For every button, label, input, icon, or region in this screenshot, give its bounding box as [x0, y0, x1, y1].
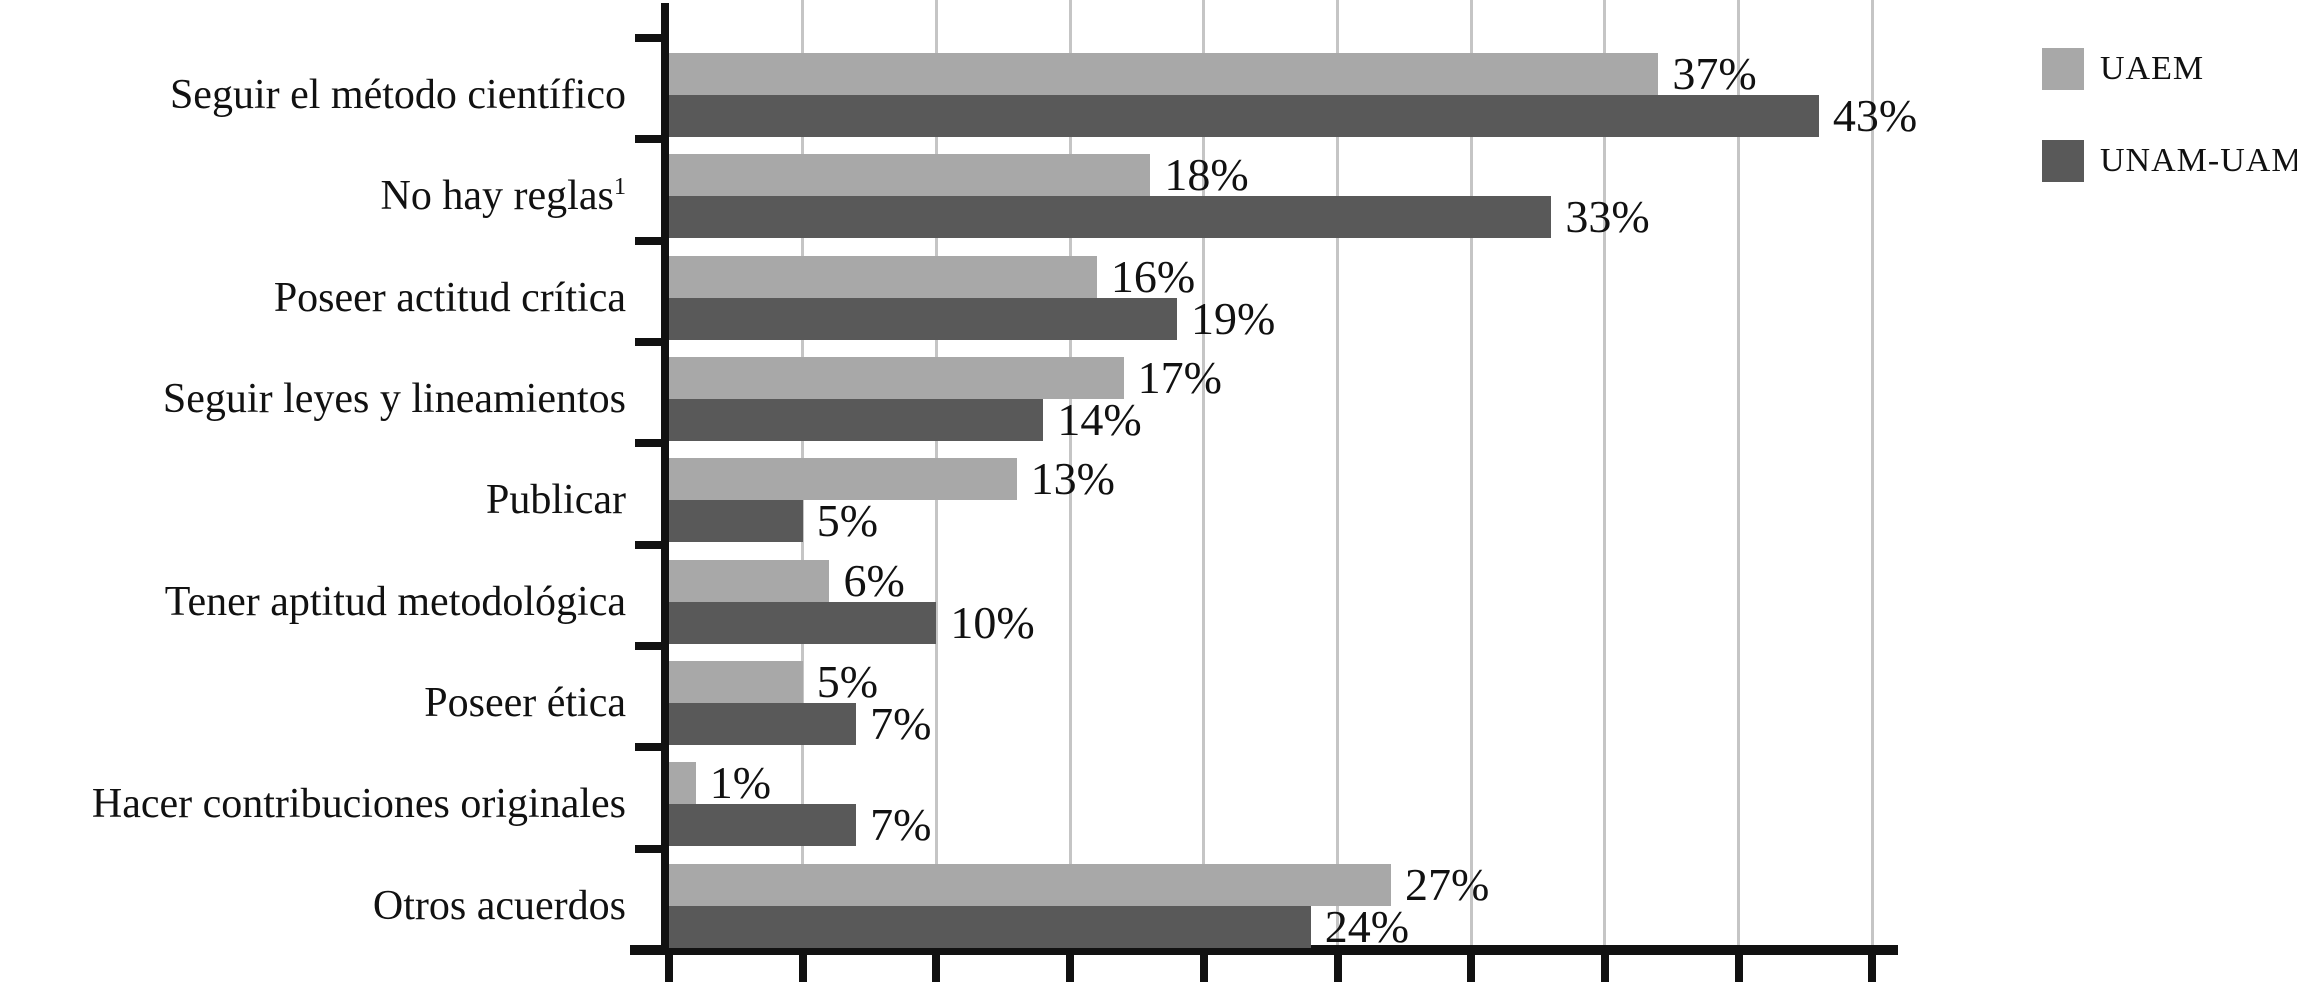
x-axis-tick [932, 955, 941, 982]
bar-uaem [669, 559, 830, 602]
y-axis-tick [635, 135, 668, 144]
bar-unam-uam [669, 297, 1178, 340]
bar-uaem [669, 762, 696, 805]
x-axis-tick [1467, 955, 1476, 982]
bar-uaem [669, 660, 803, 703]
bar-uaem [669, 154, 1151, 197]
category-label: Publicar [486, 477, 626, 524]
category-label: Hacer contribuciones originales [91, 781, 626, 828]
value-label: 5% [816, 495, 879, 547]
bar-unam-uam [669, 601, 937, 644]
y-axis-tick [635, 844, 668, 853]
y-axis-tick [635, 641, 668, 650]
value-label: 5% [816, 655, 879, 707]
x-axis-tick [798, 955, 807, 982]
value-label: 13% [1030, 453, 1115, 505]
legend-swatch-uaem [2042, 48, 2084, 90]
category-label: Poseer ética [424, 679, 626, 726]
value-label: 14% [1057, 393, 1142, 445]
y-axis-tick [635, 236, 668, 245]
bar-unam-uam [669, 95, 1819, 137]
bar-unam-uam [669, 398, 1044, 441]
gridline [1336, 0, 1339, 945]
value-label: 18% [1164, 149, 1249, 201]
x-axis-tick [1199, 955, 1208, 982]
y-axis-line [661, 3, 669, 955]
bar-uaem [669, 53, 1659, 95]
x-axis-tick [1066, 955, 1075, 982]
y-axis-tick [635, 337, 668, 346]
x-axis-tick [1734, 955, 1743, 982]
value-label: 10% [950, 596, 1035, 648]
x-axis-tick [1868, 955, 1877, 982]
category-label: Tener aptitud metodológica [164, 578, 626, 625]
value-label: 43% [1832, 90, 1918, 141]
x-axis-tick [1333, 955, 1342, 982]
value-label: 24% [1324, 900, 1410, 952]
x-axis-tick [665, 955, 673, 982]
value-label: 16% [1110, 250, 1196, 302]
value-label: 33% [1565, 191, 1650, 243]
value-label: 7% [870, 697, 932, 749]
legend-label-uaem: UAEM [2100, 50, 2205, 87]
x-axis-line [630, 945, 1898, 955]
bar-unam-uam [669, 905, 1311, 948]
gridline [1068, 0, 1072, 945]
gridline [1870, 0, 1874, 945]
value-label: 6% [843, 554, 905, 606]
y-axis-tick [635, 34, 668, 42]
gridline [1469, 0, 1473, 945]
value-label: 7% [870, 799, 932, 851]
bar-unam-uam [669, 500, 803, 543]
legend-label-unam-uam: UNAM-UAM [2100, 142, 2297, 179]
category-label: Poseer actitud crítica [273, 274, 626, 321]
gridline [1202, 0, 1206, 945]
value-label: 1% [709, 757, 772, 809]
category-label: No hay reglas1 [380, 173, 626, 220]
category-label: Seguir el método científico [169, 72, 626, 118]
value-label: 37% [1672, 48, 1757, 99]
value-label: 19% [1191, 292, 1276, 344]
y-axis-tick [635, 439, 668, 448]
gridline [1737, 0, 1741, 945]
x-axis-tick [1600, 955, 1609, 982]
category-label: Otros acuerdos [372, 882, 626, 929]
value-label: 17% [1137, 351, 1222, 403]
legend-swatch-unam-uam [2042, 140, 2084, 182]
gridline [1603, 0, 1607, 945]
bar-uaem [669, 255, 1097, 298]
bar-uaem [669, 356, 1124, 399]
category-label: Seguir leyes y lineamientos [162, 375, 626, 422]
value-label: 27% [1404, 858, 1490, 910]
y-axis-tick [635, 743, 668, 752]
bar-unam-uam [669, 196, 1552, 239]
bar-unam-uam [669, 702, 857, 745]
bar-unam-uam [669, 804, 857, 847]
bar-uaem [669, 863, 1391, 906]
bar-uaem [669, 458, 1017, 501]
y-axis-tick [635, 540, 668, 549]
